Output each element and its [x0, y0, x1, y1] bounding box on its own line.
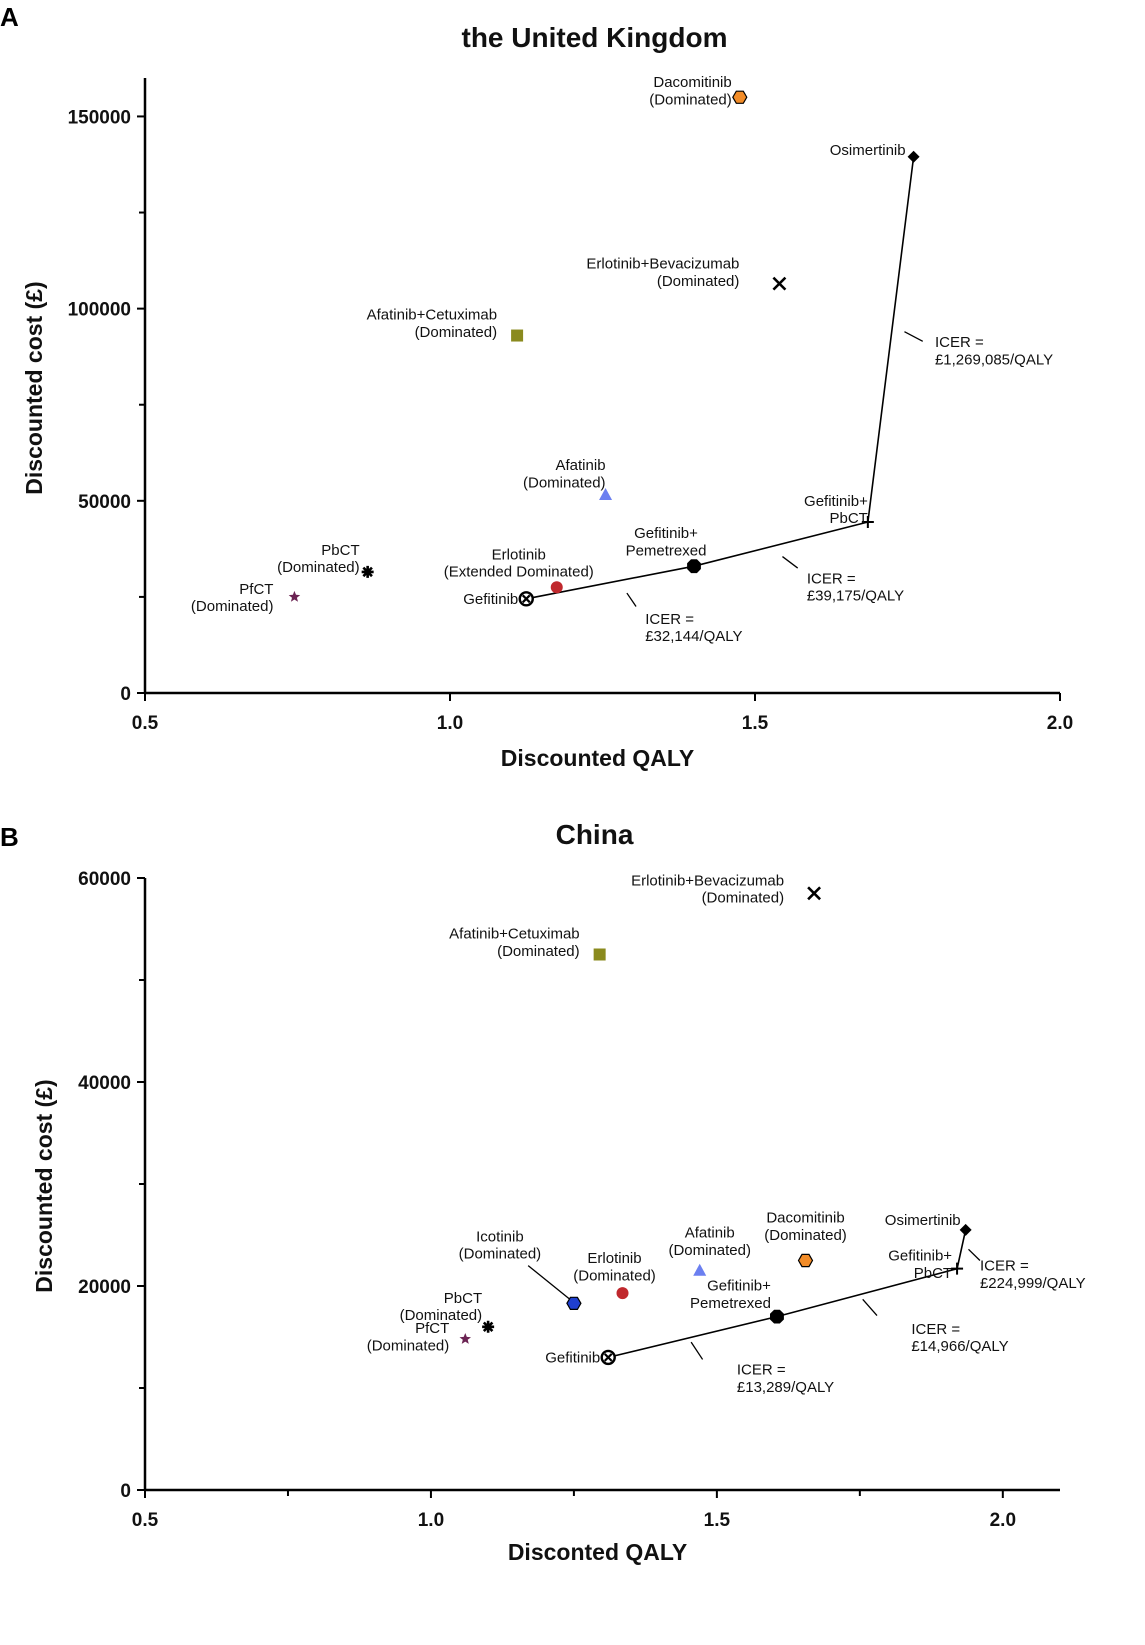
point-label-dacomitinib: Dacomitinib (Dominated): [649, 74, 732, 108]
point-dacomitinib: [732, 90, 748, 104]
point-label-pfct: PfCT (Dominated): [191, 581, 274, 615]
point-label-gefitinib: Gefitinib: [545, 1349, 600, 1366]
icer-label: ICER = £13,289/QALY: [737, 1362, 834, 1396]
point-label-gefitinib-pemetrexed: Gefitinib+ Pemetrexed: [626, 525, 707, 559]
label-leader-line: [527, 1265, 572, 1301]
efficiency-frontier-line: [526, 156, 915, 600]
x-tick-label: 1.5: [742, 713, 769, 734]
y-tick-label: 50000: [78, 492, 131, 513]
icer-leader-line: [862, 1298, 878, 1317]
chart-title: China: [556, 819, 634, 850]
point-pbct: [482, 1320, 495, 1333]
point-label-erlotinib: Erlotinib (Extended Dominated): [444, 546, 594, 580]
icer-leader-line: [782, 556, 799, 569]
chart-title: the United Kingdom: [462, 22, 728, 53]
y-axis-label: Discounted cost (£): [21, 281, 47, 494]
icer-label: ICER = £32,144/QALY: [645, 611, 742, 645]
efficiency-frontier-line: [608, 1229, 967, 1359]
x-tick-label: 1.0: [437, 713, 463, 734]
x-axis-label: Disconted QALY: [508, 1539, 687, 1565]
point-erlotinib-bevacizumab: [772, 276, 787, 291]
x-tick-label: 1.5: [704, 1510, 731, 1531]
point-label-gefitinib-pbct: Gefitinib+ PbCT: [888, 1248, 952, 1282]
point-gefitinib-pemetrexed: [770, 1309, 784, 1324]
panel-china: B China 0.5 1.0 1.5 2.0 0 20000 40000 60000 Discon…: [0, 819, 1086, 1565]
icer-label: ICER = £1,269,085/QALY: [935, 334, 1053, 368]
x-tick-label: 1.0: [418, 1510, 444, 1531]
point-label-dacomitinib: Dacomitinib (Dominated): [764, 1210, 847, 1244]
point-label-pfct: PfCT (Dominated): [367, 1320, 450, 1354]
icer-label: ICER = £39,175/QALY: [807, 570, 904, 604]
point-label-gefitinib: Gefitinib: [463, 591, 518, 608]
y-axis-label: Discounted cost (£): [31, 1079, 57, 1292]
point-label-pbct: PbCT (Dominated): [277, 542, 360, 576]
x-tick-label: 2.0: [1047, 713, 1073, 734]
icer-label: ICER = £224,999/QALY: [980, 1258, 1086, 1292]
point-label-pbct: PbCT (Dominated): [400, 1290, 483, 1324]
point-afatinib: [693, 1263, 707, 1276]
point-pbct: [361, 565, 374, 578]
x-tick-label: 2.0: [990, 1510, 1016, 1531]
point-gefitinib: [600, 1349, 616, 1366]
y-tick-label: 0: [120, 684, 131, 705]
point-label-osimertinib: Osimertinib: [885, 1212, 961, 1229]
icer-leader-line: [968, 1248, 981, 1261]
point-label-icotinib: Icotinib (Dominated): [459, 1228, 542, 1262]
point-pfct: [459, 1333, 471, 1344]
point-label-erlotinib-bevacizumab: Erlotinib+Bevacizumab (Dominated): [631, 872, 784, 906]
panel-letter: A: [0, 2, 19, 32]
point-erlotinib: [550, 581, 563, 594]
point-icotinib: [566, 1296, 582, 1311]
y-tick-label: 60000: [78, 869, 131, 890]
y-tick-label: 0: [120, 1481, 131, 1502]
icer-label: ICER = £14,966/QALY: [911, 1321, 1008, 1355]
point-label-gefitinib-pbct: Gefitinib+ PbCT: [804, 493, 868, 527]
point-label-gefitinib-pemetrexed: Gefitinib+ Pemetrexed: [690, 1278, 771, 1312]
point-erlotinib-bevacizumab: [807, 886, 822, 901]
point-label-afatinib: Afatinib (Dominated): [523, 457, 606, 491]
y-tick-label: 100000: [68, 300, 131, 321]
point-afatinib-cetuximab: [511, 329, 524, 342]
icer-leader-line: [904, 331, 924, 342]
point-erlotinib: [616, 1287, 629, 1300]
point-osimertinib: [907, 150, 920, 163]
point-afatinib: [599, 488, 613, 501]
point-dacomitinib: [797, 1253, 814, 1268]
point-afatinib-cetuximab: [593, 948, 606, 961]
point-gefitinib-pemetrexed: [687, 559, 701, 574]
y-tick-label: 150000: [68, 107, 131, 128]
point-gefitinib: [518, 591, 534, 607]
x-axis-label: Discounted QALY: [501, 745, 694, 771]
point-osimertinib: [959, 1223, 972, 1236]
icer-leader-line: [626, 592, 637, 607]
point-label-erlotinib-bevacizumab: Erlotinib+Bevacizumab (Dominated): [586, 256, 739, 290]
point-gefitinib-pbct: [861, 515, 874, 528]
point-label-afatinib-cetuximab: Afatinib+Cetuximab (Dominated): [367, 307, 498, 341]
x-tick-label: 0.5: [132, 713, 159, 734]
point-label-afatinib-cetuximab: Afatinib+Cetuximab (Dominated): [449, 926, 580, 960]
point-pfct: [288, 590, 301, 602]
point-label-erlotinib: Erlotinib (Dominated): [573, 1250, 656, 1284]
panel-letter: B: [0, 822, 19, 852]
point-label-osimertinib: Osimertinib: [830, 142, 906, 159]
point-gefitinib-pbct: [951, 1262, 964, 1275]
icer-leader-line: [690, 1341, 704, 1360]
y-tick-label: 40000: [78, 1073, 131, 1094]
x-tick-label: 0.5: [132, 1510, 159, 1531]
y-tick-label: 20000: [78, 1277, 131, 1298]
point-label-afatinib: Afatinib (Dominated): [668, 1225, 751, 1259]
